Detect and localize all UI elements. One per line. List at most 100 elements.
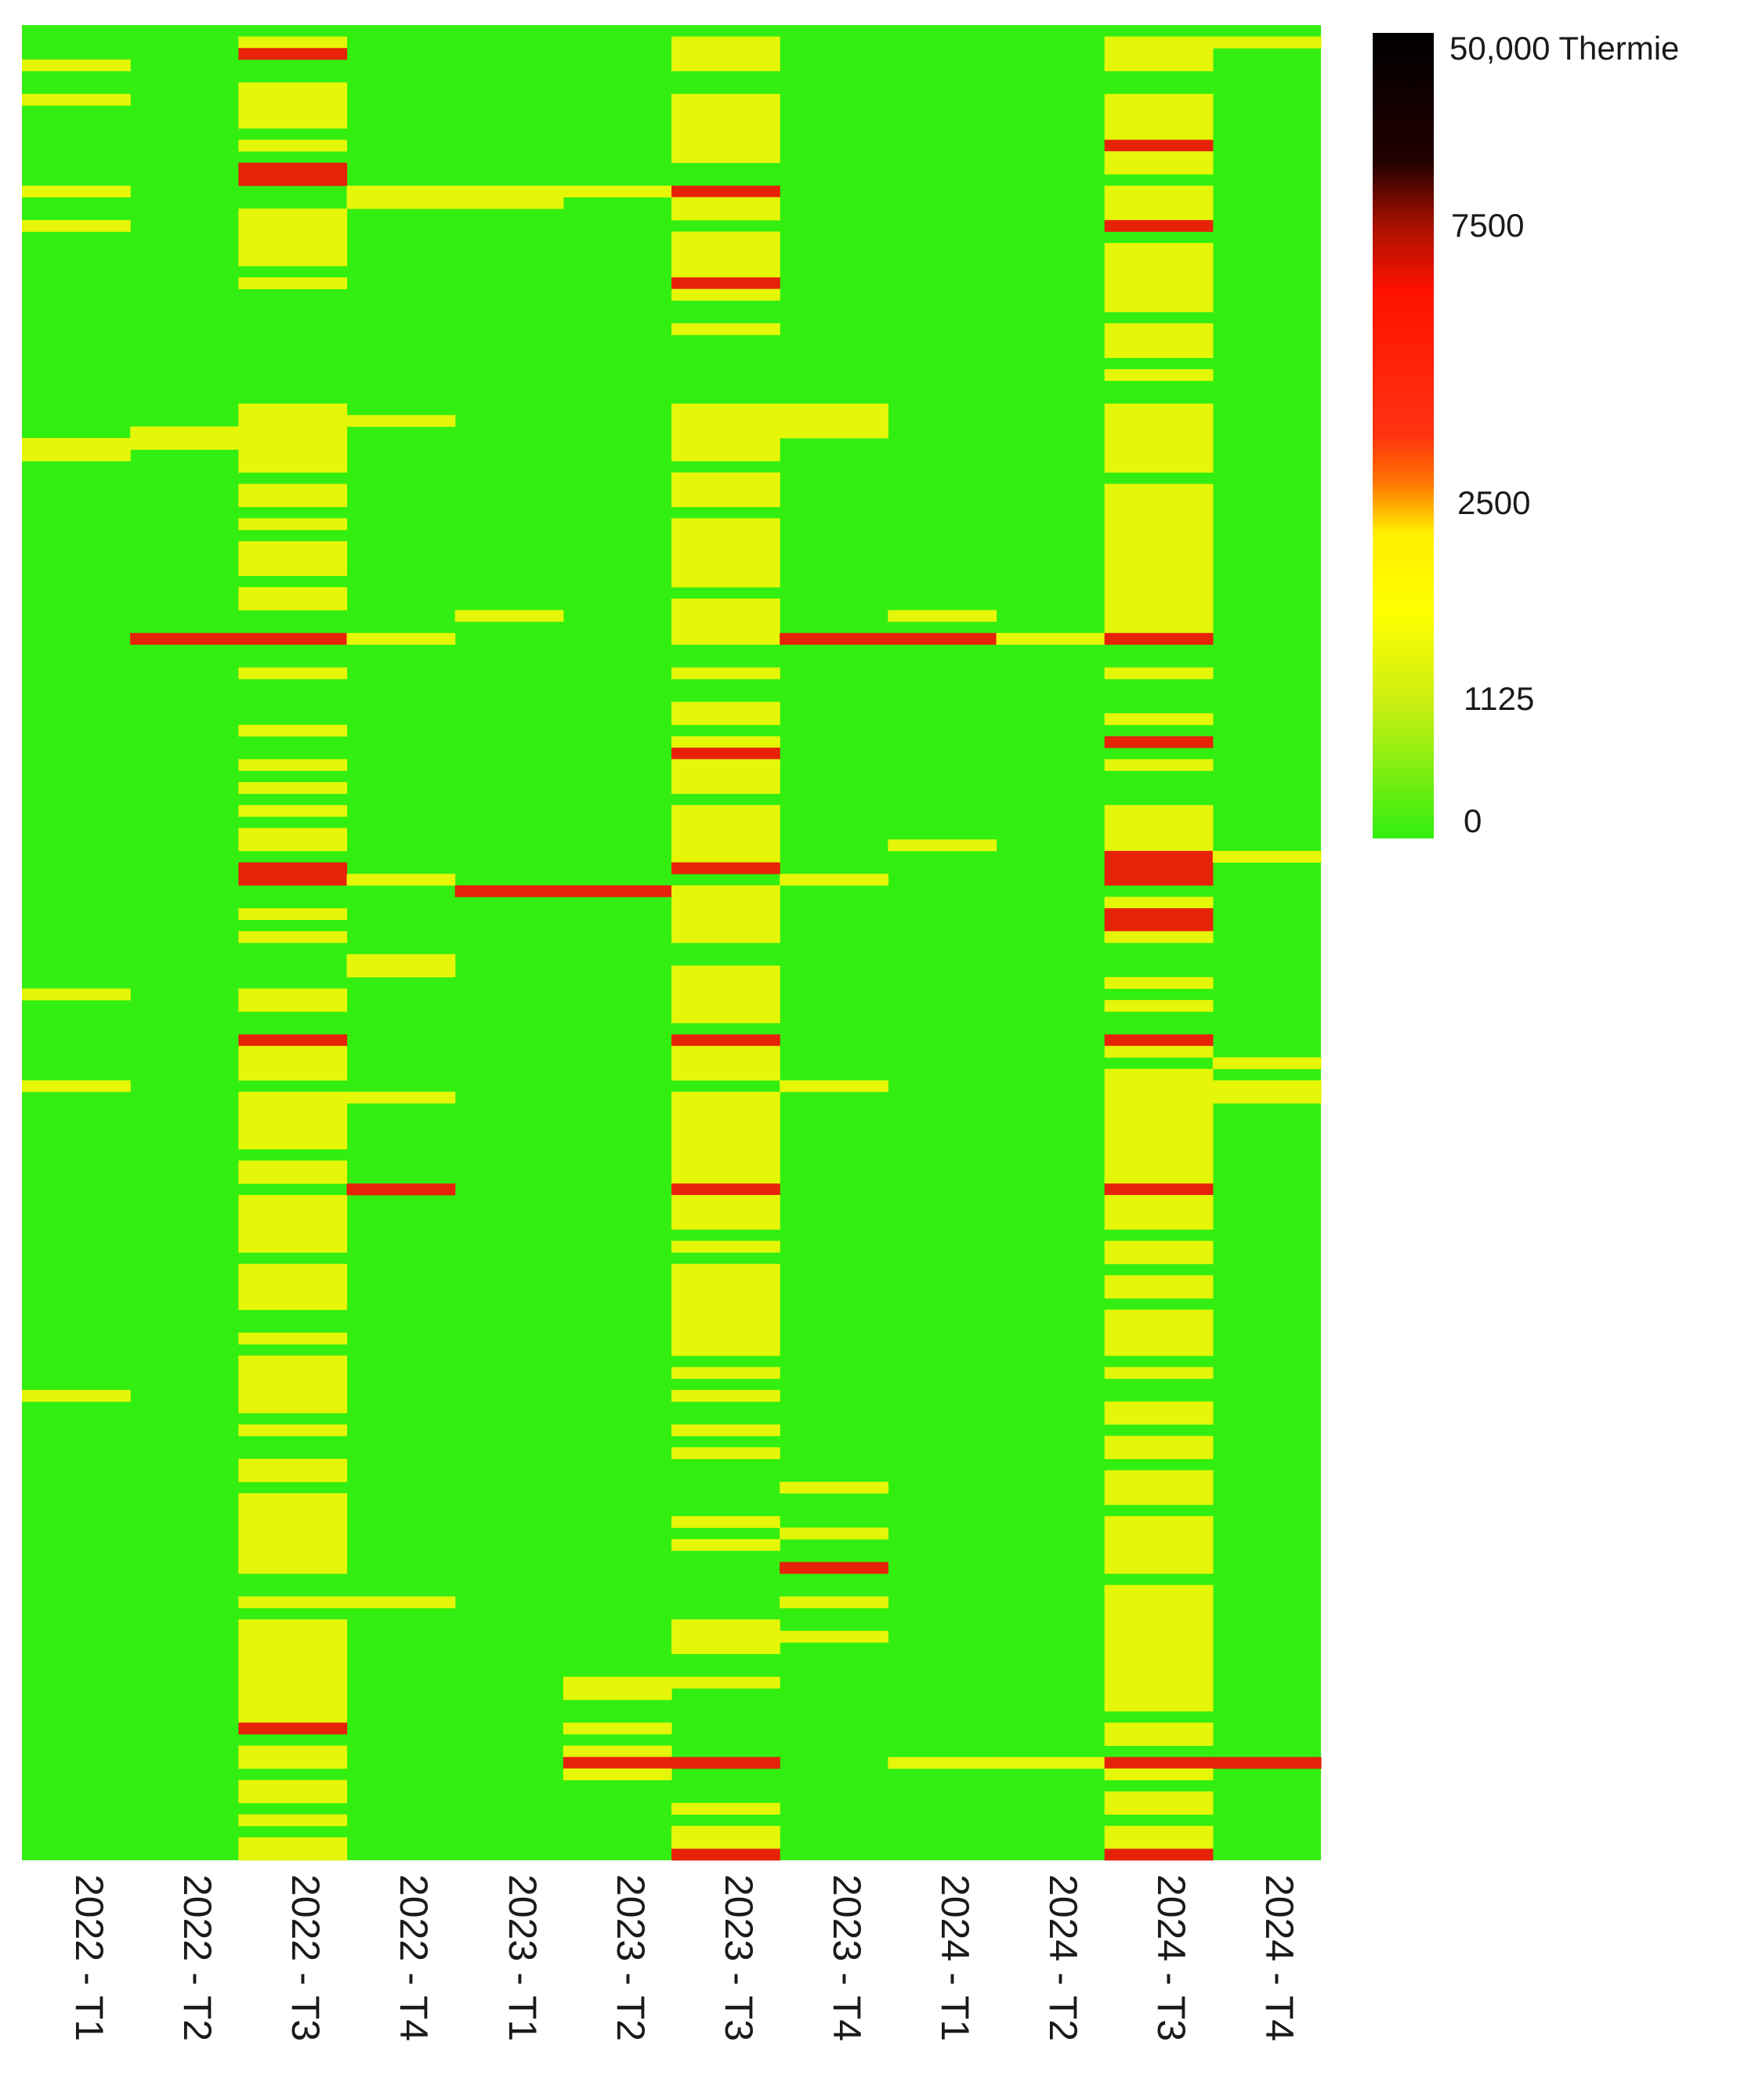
heatmap-cell [671,426,780,439]
heatmap-cell [238,1367,348,1379]
x-tick-2022-t4: 2022 - T4 [392,1874,436,2041]
heatmap-cell [671,748,780,760]
heatmap-cell [671,1631,780,1643]
heatmap-cell [1104,1550,1214,1562]
heatmap-cell [671,1092,780,1104]
heatmap-cell [1104,162,1214,175]
heatmap-cell [1104,1287,1214,1299]
heatmap-cell [671,1011,780,1023]
heatmap-cell [238,1527,348,1540]
heatmap-cell [780,632,888,645]
heatmap-cell [1104,759,1214,771]
heatmap-cell [671,1619,780,1631]
heatmap-cell [1104,610,1214,622]
heatmap-cell [238,139,348,152]
heatmap-cell [1104,437,1214,450]
heatmap-cell [1104,816,1214,829]
heatmap-cell [1104,1171,1214,1184]
heatmap-cell [563,1676,672,1689]
heatmap-cell [238,82,348,95]
heatmap-cell [238,1745,348,1758]
heatmap-cell [1104,1619,1214,1631]
heatmap-cell [238,724,348,737]
heatmap-cell [671,896,780,909]
x-tick-2024-t4: 2024 - T4 [1258,1874,1301,2041]
heatmap-cell [1104,105,1214,118]
heatmap-cell [671,449,780,462]
heatmap-cell [1104,1160,1214,1173]
heatmap-cell [238,1722,348,1735]
heatmap-cell [1104,208,1214,221]
heatmap-cell [238,1102,348,1115]
heatmap-cell [671,782,780,795]
heatmap-cell [671,667,780,679]
heatmap-cell [671,736,780,748]
heatmap-cell [238,805,348,817]
heatmap-cell [671,563,780,576]
heatmap-cell [238,908,348,921]
heatmap-cell [1104,1149,1214,1161]
heatmap-cell [671,1539,780,1551]
heatmap-cell [671,1424,780,1436]
heatmap-cell [238,1137,348,1150]
heatmap-cell [1104,632,1214,645]
heatmap-cell [671,976,780,989]
heatmap-cell [130,632,239,645]
heatmap-cell [1104,1092,1214,1104]
heatmap-cell [671,231,780,244]
heatmap-cell [22,1389,131,1402]
heatmap-cell [1104,495,1214,508]
x-tick-2022-t1: 2022 - T1 [67,1874,111,2041]
heatmap-cell [238,105,348,118]
heatmap-cell [238,1114,348,1127]
heatmap-cell [1104,839,1214,852]
heatmap-cell [671,988,780,1001]
heatmap-cell [1104,1688,1214,1700]
heatmap-cell [1104,1080,1214,1092]
heatmap-cell [22,185,131,197]
heatmap-cell [671,1676,780,1689]
heatmap-cell [346,197,456,209]
heatmap-cell [671,404,780,416]
heatmap-cell [1104,976,1214,989]
heatmap-cell [238,1218,348,1230]
x-tick-2023-t2: 2023 - T2 [609,1874,653,2041]
heatmap-cell [454,610,564,622]
heatmap-cell [238,1631,348,1643]
heatmap-cell [1104,667,1214,679]
heatmap-cell [1104,1183,1214,1196]
heatmap-cell [671,552,780,565]
heatmap-cell [238,1195,348,1208]
heatmap-cell [130,426,239,439]
heatmap-cell [238,1069,348,1081]
heatmap-cell [238,827,348,840]
heatmap-cell [1104,1584,1214,1597]
heatmap-cell [346,1183,456,1196]
heatmap-cell [671,1321,780,1334]
heatmap-cell [671,598,780,610]
heatmap-cell [1104,874,1214,886]
heatmap-cell [1104,185,1214,197]
heatmap-cell [238,1757,348,1769]
heatmap-cell [1104,850,1214,863]
heatmap-cell [1104,483,1214,496]
heatmap-cell [780,874,888,886]
heatmap-cell [1104,36,1214,49]
heatmap-cell [671,1045,780,1058]
heatmap-cell [1104,1413,1214,1425]
heatmap-cell [671,1826,780,1838]
heatmap-cell [780,1481,888,1494]
heatmap-cell [996,1757,1106,1769]
heatmap-cell [1104,1470,1214,1483]
colorbar [1373,33,1434,838]
heatmap-cell [238,1780,348,1792]
heatmap-cell [238,1263,348,1276]
heatmap-cell [563,1745,672,1758]
heatmap-cell [1104,404,1214,416]
heatmap-cell [671,36,780,49]
heatmap-cell [1104,518,1214,530]
heatmap-cell [238,1539,348,1551]
heatmap-cell [671,1114,780,1127]
heatmap-cell [1104,598,1214,610]
heatmap-cell [1104,1493,1214,1505]
